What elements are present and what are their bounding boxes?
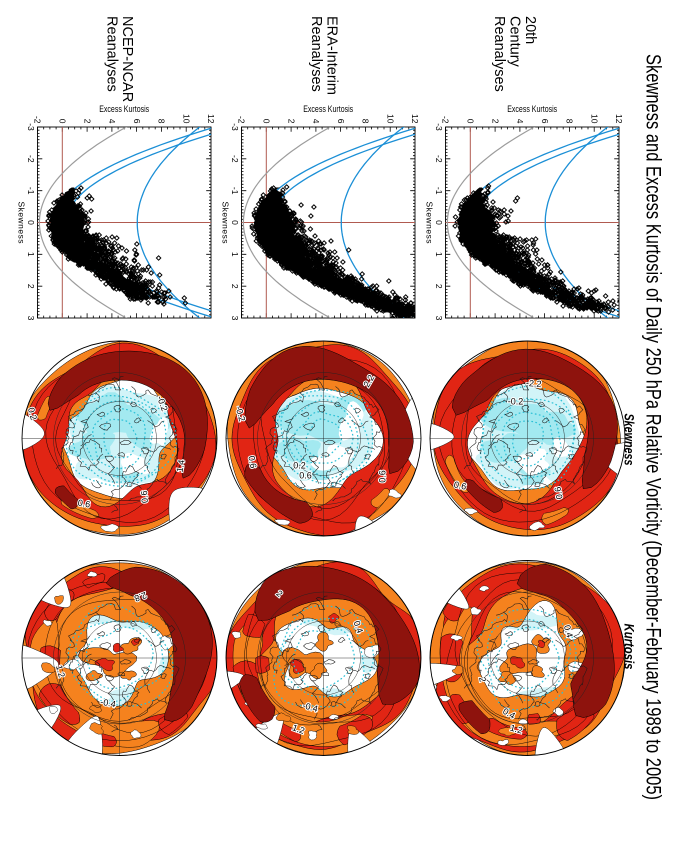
svg-text:1: 1	[434, 252, 444, 257]
svg-text:0: 0	[26, 220, 36, 225]
svg-text:1.2: 1.2	[509, 723, 524, 736]
svg-text:Skewness: Skewness	[221, 202, 231, 244]
svg-text:-3: -3	[26, 123, 36, 131]
svg-text:20th: 20th	[522, 16, 538, 44]
svg-text:-3: -3	[230, 123, 240, 131]
svg-text:1.4: 1.4	[175, 459, 187, 473]
svg-text:3: 3	[230, 316, 240, 321]
svg-text:-2: -2	[441, 116, 451, 124]
svg-text:Reanalyses: Reanalyses	[491, 16, 507, 92]
svg-text:12: 12	[206, 114, 216, 124]
svg-text:Reanalyses: Reanalyses	[104, 16, 120, 92]
svg-text:Skewness: Skewness	[17, 202, 27, 244]
svg-text:Excess Kurtosis: Excess Kurtosis	[99, 104, 149, 115]
svg-text:8: 8	[157, 119, 167, 124]
svg-text:-2: -2	[434, 155, 444, 163]
svg-text:-2: -2	[237, 116, 247, 124]
svg-text:12: 12	[614, 114, 624, 124]
svg-text:-3: -3	[434, 123, 444, 131]
svg-text:0.6: 0.6	[378, 470, 388, 483]
svg-text:-1: -1	[230, 187, 240, 195]
svg-text:8: 8	[361, 119, 371, 124]
svg-text:0.6: 0.6	[299, 471, 312, 481]
svg-text:4: 4	[311, 119, 321, 124]
svg-text:-2: -2	[230, 155, 240, 163]
svg-text:0: 0	[58, 119, 68, 124]
svg-text:2: 2	[477, 676, 488, 683]
svg-text:-1: -1	[26, 187, 36, 195]
svg-text:6: 6	[540, 119, 550, 124]
svg-text:1: 1	[230, 252, 240, 257]
svg-text:2: 2	[286, 119, 296, 124]
svg-text:4: 4	[515, 119, 525, 124]
svg-text:Century: Century	[507, 16, 523, 68]
svg-text:Reanalyses: Reanalyses	[308, 16, 324, 92]
svg-text:2: 2	[82, 119, 92, 124]
svg-text:1: 1	[26, 252, 36, 257]
svg-text:Excess Kurtosis: Excess Kurtosis	[303, 104, 353, 115]
svg-text:6: 6	[336, 119, 346, 124]
svg-text:10: 10	[589, 114, 599, 124]
svg-text:NCEP-NCAR: NCEP-NCAR	[119, 16, 135, 102]
svg-text:2: 2	[490, 119, 500, 124]
svg-text:0.2: 0.2	[26, 406, 39, 421]
svg-text:-1: -1	[434, 187, 444, 195]
svg-text:10: 10	[385, 114, 395, 124]
svg-text:ERA-Interim: ERA-Interim	[324, 16, 340, 95]
svg-text:-2: -2	[26, 155, 36, 163]
svg-text:0: 0	[466, 119, 476, 124]
svg-text:12: 12	[410, 114, 420, 124]
svg-text:2: 2	[26, 284, 36, 289]
svg-text:0: 0	[262, 119, 272, 124]
svg-text:0.6: 0.6	[139, 490, 150, 503]
svg-text:6: 6	[132, 119, 142, 124]
svg-text:0: 0	[230, 220, 240, 225]
svg-text:0.4: 0.4	[562, 624, 575, 639]
svg-text:-2.2: -2.2	[526, 378, 542, 389]
svg-text:-0.2: -0.2	[508, 397, 524, 407]
svg-text:2: 2	[434, 284, 444, 289]
svg-text:0.2: 0.2	[293, 461, 306, 471]
svg-text:Skewness and Excess Kurtosis o: Skewness and Excess Kurtosis of Daily 25…	[642, 54, 665, 800]
svg-text:4: 4	[107, 119, 117, 124]
svg-text:0.6: 0.6	[453, 479, 467, 491]
svg-text:1.2: 1.2	[54, 664, 67, 679]
svg-text:3: 3	[434, 316, 444, 321]
svg-text:0.6: 0.6	[553, 486, 565, 500]
svg-text:Excess Kurtosis: Excess Kurtosis	[507, 104, 557, 115]
svg-text:3: 3	[26, 316, 36, 321]
svg-text:-2: -2	[33, 116, 43, 124]
svg-text:-0.4: -0.4	[100, 697, 117, 710]
svg-text:8: 8	[565, 119, 575, 124]
svg-text:Skewness: Skewness	[622, 414, 637, 466]
svg-text:10: 10	[181, 114, 191, 124]
svg-text:0: 0	[434, 220, 444, 225]
svg-text:0.6: 0.6	[246, 455, 258, 469]
svg-text:Skewness: Skewness	[425, 202, 435, 244]
svg-text:2: 2	[230, 284, 240, 289]
svg-text:0.6: 0.6	[77, 498, 91, 510]
